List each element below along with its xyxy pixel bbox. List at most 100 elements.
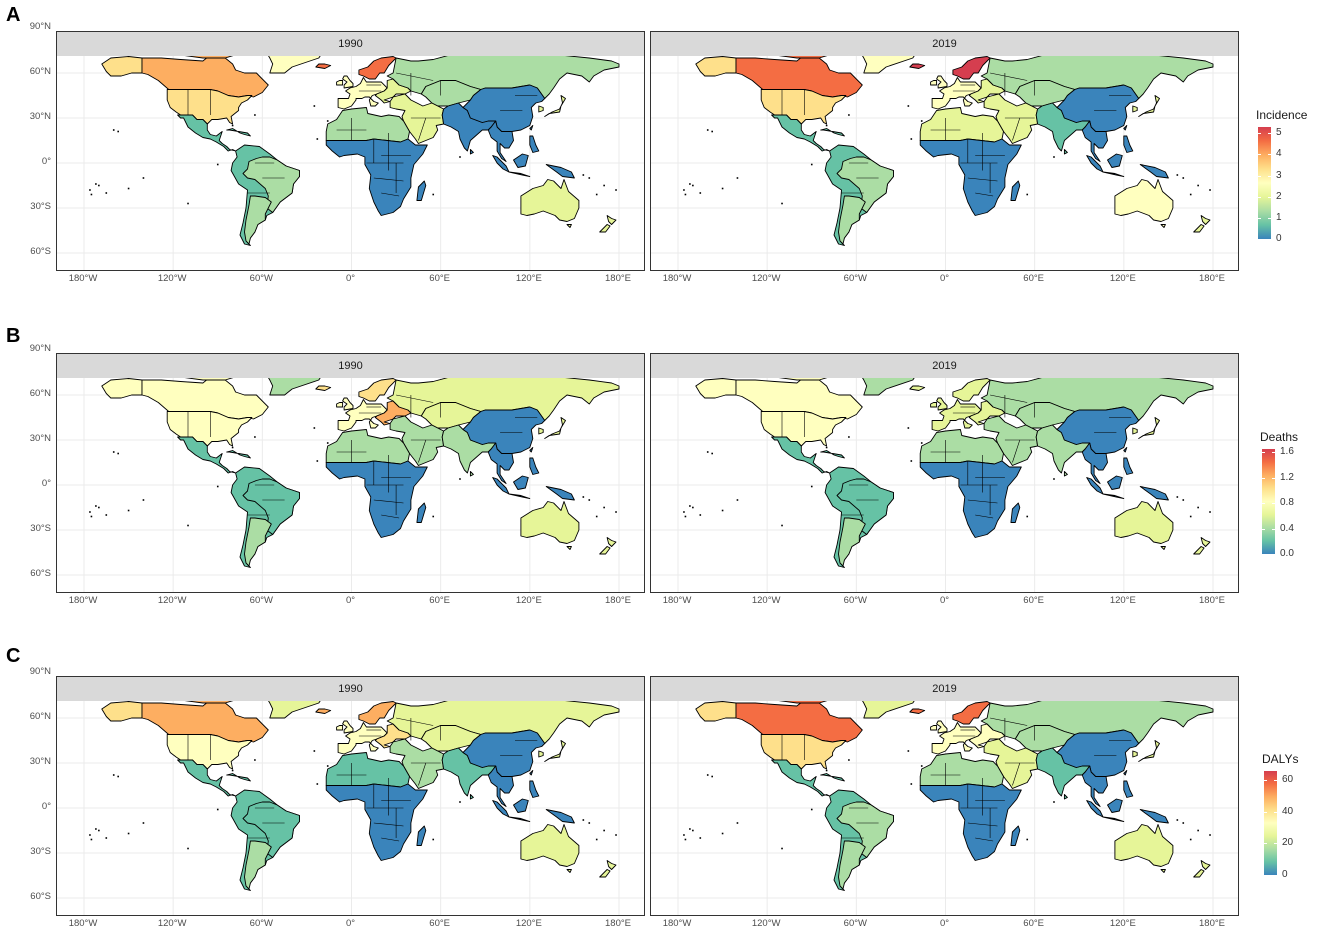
region-can xyxy=(735,56,863,98)
x-axis-tick-label: 0° xyxy=(345,273,356,284)
y-axis-tick-label: 30°S xyxy=(30,523,51,534)
island xyxy=(588,499,591,501)
island xyxy=(683,834,685,836)
region-arg xyxy=(838,517,866,567)
x-axis-tick-label: 0° xyxy=(939,918,950,929)
legend-tick-mark xyxy=(1258,239,1261,240)
island xyxy=(98,506,100,509)
island xyxy=(112,129,115,131)
island xyxy=(216,808,219,811)
region-uk xyxy=(936,75,948,89)
region-can xyxy=(141,701,269,743)
island xyxy=(781,524,783,527)
island xyxy=(810,163,813,166)
island xyxy=(432,838,435,841)
country-border xyxy=(990,72,1028,81)
region-taiwan xyxy=(529,125,534,131)
island xyxy=(920,765,923,767)
region-arctic xyxy=(778,378,828,381)
legend-tick-mark xyxy=(1268,154,1271,156)
legend-tick-label: 1.6 xyxy=(1280,446,1294,458)
region-uk xyxy=(342,397,354,411)
island xyxy=(187,202,189,205)
x-axis-tick-label: 180°E xyxy=(1199,918,1225,929)
region-tasmania xyxy=(1160,546,1166,550)
country-border xyxy=(373,177,404,182)
island xyxy=(603,184,605,187)
country-border xyxy=(1012,439,1021,463)
region-brazil xyxy=(836,801,894,858)
island xyxy=(689,183,691,185)
island xyxy=(1176,496,1179,498)
island xyxy=(90,193,93,196)
island xyxy=(98,184,100,187)
island xyxy=(1026,515,1029,518)
facet-strip: 1990 xyxy=(57,32,644,57)
country-border xyxy=(373,499,404,504)
region-madag xyxy=(1010,825,1021,846)
x-axis-tick-label: 60°E xyxy=(1023,273,1044,284)
island xyxy=(1176,819,1179,821)
y-axis-tick-label: 30°N xyxy=(29,433,51,444)
region-nz1 xyxy=(1200,215,1211,225)
island xyxy=(313,750,316,752)
island xyxy=(736,822,739,824)
region-png xyxy=(1139,809,1169,824)
country-border xyxy=(396,72,434,81)
region-nz1 xyxy=(606,537,617,547)
island xyxy=(699,837,702,839)
legend-tick-mark xyxy=(1274,780,1277,782)
region-brazil xyxy=(242,156,300,213)
island xyxy=(1197,829,1199,832)
legend-tick-mark xyxy=(1272,528,1275,530)
x-axis-tick-label: 180°W xyxy=(662,273,692,284)
region-aus xyxy=(520,179,580,222)
island xyxy=(907,427,910,429)
country-border xyxy=(396,394,434,403)
map-area xyxy=(651,701,1238,915)
island xyxy=(615,511,617,513)
region-madag xyxy=(416,180,427,201)
island xyxy=(920,442,923,444)
island xyxy=(112,774,115,776)
legend-tick-label: 0 xyxy=(1282,869,1288,880)
legend-tick-mark xyxy=(1264,843,1267,845)
row-label-c: C xyxy=(6,645,21,667)
region-nord xyxy=(358,378,397,402)
region-indon2 xyxy=(1102,171,1125,177)
y-axis-tick-label: 90°N xyxy=(29,21,51,32)
legend-tick-mark xyxy=(1258,175,1261,177)
region-green xyxy=(268,56,321,74)
island xyxy=(706,774,709,776)
region-indon2 xyxy=(508,816,531,822)
legend-incidence: Incidence 5 4 3 2 1 0 xyxy=(1256,108,1322,244)
island xyxy=(142,822,145,824)
region-madag xyxy=(416,825,427,846)
island xyxy=(582,819,585,821)
region-mex xyxy=(177,114,237,152)
legend-tick-mark xyxy=(1258,154,1261,156)
island xyxy=(432,515,435,518)
x-axis-tick-label: 180°E xyxy=(1199,273,1225,284)
x-axis-tick-label: 180°E xyxy=(605,918,631,929)
region-ireland xyxy=(336,402,344,408)
x-axis-tick-label: 180°W xyxy=(662,595,692,606)
country-border xyxy=(975,837,994,842)
legend-tick-label: 20 xyxy=(1282,837,1294,849)
region-madag xyxy=(1010,180,1021,201)
region-alaska xyxy=(695,56,737,77)
region-eEu xyxy=(968,78,1006,104)
island xyxy=(910,138,913,140)
x-axis-tick-label: 60°W xyxy=(249,595,273,606)
region-tasmania xyxy=(566,869,572,873)
island xyxy=(736,499,739,501)
island xyxy=(781,847,783,850)
island xyxy=(603,506,605,509)
island xyxy=(90,838,93,841)
x-axis-tick-label: 0° xyxy=(345,918,356,929)
region-tasmania xyxy=(566,224,572,228)
region-korea xyxy=(1132,105,1138,113)
region-jap xyxy=(544,95,566,117)
legend-tick-mark xyxy=(1264,875,1267,876)
region-seAsia xyxy=(487,442,514,484)
